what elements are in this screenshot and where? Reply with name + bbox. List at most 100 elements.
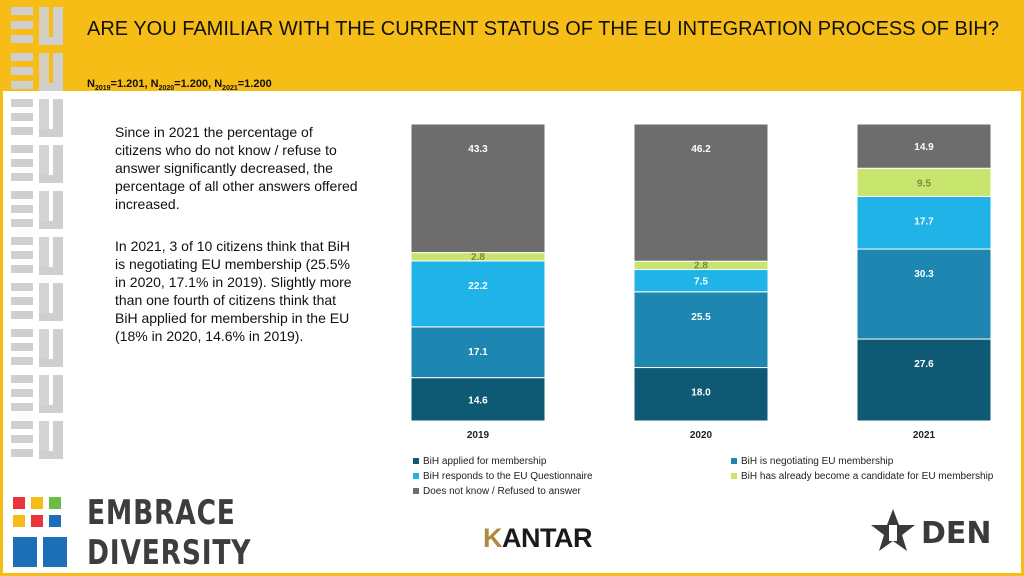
sidebar-pattern-block <box>39 451 63 459</box>
sidebar-pattern-block <box>11 219 33 227</box>
x-tick-label-2020: 2020 <box>690 430 713 441</box>
sidebar-pattern-block <box>39 37 63 45</box>
sidebar-pattern-block <box>53 99 63 135</box>
sidebar-pattern-block <box>11 343 33 351</box>
sidebar-pattern-block <box>11 53 33 61</box>
sidebar-pattern-block <box>39 191 49 227</box>
sidebar-pattern-block <box>53 53 63 89</box>
bar-segment-2020-series-4 <box>633 123 769 262</box>
logo-square-red <box>13 497 25 509</box>
sidebar-pattern-block <box>11 375 33 383</box>
data-label-2020-series-0: 18.0 <box>691 388 711 399</box>
sample-value-2021: =1.200 <box>237 78 272 90</box>
sidebar-pattern-block <box>11 173 33 181</box>
sidebar-pattern-block <box>53 421 63 457</box>
sidebar-pattern-block <box>39 267 63 275</box>
slide-title: ARE YOU FAMILIAR WITH THE CURRENT STATUS… <box>87 18 999 40</box>
data-label-2019-series-3: 2.8 <box>471 252 485 263</box>
sidebar-pattern-block <box>11 113 33 121</box>
logo-text-diversity: DIVERSITY <box>87 533 252 573</box>
legend-swatch-applied <box>413 458 419 465</box>
legend-label-candidate: BiH has already become a candidate for E… <box>741 471 994 482</box>
bar-segment-2021-series-0 <box>856 338 992 422</box>
bar-segment-2019-series-2 <box>410 260 546 328</box>
sample-separator: , <box>208 78 215 90</box>
data-label-2021-series-4: 14.9 <box>914 142 934 153</box>
sample-prefix-2019: N <box>87 78 95 90</box>
sidebar-pattern-block <box>11 435 33 443</box>
sidebar-pattern-block <box>11 99 33 107</box>
sidebar-pattern-block <box>11 205 33 213</box>
sidebar-pattern-block <box>11 67 33 75</box>
data-label-2020-series-3: 2.8 <box>694 260 708 271</box>
sample-value-2019: =1.201 <box>110 78 145 90</box>
kantar-logo-text: ANTAR <box>502 523 592 553</box>
sidebar-pattern-block <box>39 145 49 181</box>
bar-segment-2021-series-1 <box>856 248 992 340</box>
legend-swatch-questionnaire <box>413 473 419 480</box>
sidebar-pattern-block <box>11 357 33 365</box>
data-label-2019-series-4: 43.3 <box>468 144 488 155</box>
logo-square-green <box>49 497 61 509</box>
sample-value-2020: =1.200 <box>174 78 209 90</box>
sidebar-pattern-block <box>11 7 33 15</box>
legend-label-applied: BiH applied for membership <box>423 456 547 467</box>
sidebar-pattern-block <box>11 283 33 291</box>
data-label-2021-series-2: 17.7 <box>914 216 934 227</box>
sidebar-pattern-block <box>11 251 33 259</box>
sidebar-pattern-block <box>11 297 33 305</box>
bar-segment-2021-series-3 <box>856 167 992 197</box>
description-paragraph-2: In 2021, 3 of 10 citizens think that BiH… <box>115 238 352 344</box>
sidebar-pattern-block <box>53 145 63 181</box>
legend-item-candidate: BiH has already become a candidate for E… <box>731 470 993 484</box>
data-label-2020-series-4: 46.2 <box>691 144 711 155</box>
star-icon: DEN <box>871 509 992 551</box>
sidebar-pattern-block <box>39 405 63 413</box>
legend-label-questionnaire: BiH responds to the EU Questionnaire <box>423 471 593 482</box>
data-label-2021-series-0: 27.6 <box>914 359 934 370</box>
decorative-sidebar-pattern <box>3 3 75 503</box>
sample-prefix-2021: N <box>214 78 223 90</box>
description-paragraph-1: Since in 2021 the percentage of citizens… <box>115 124 358 212</box>
bar-segment-2020-series-0 <box>633 367 769 422</box>
bar-segment-2021-series-4 <box>856 123 992 169</box>
sample-size-note: N2019=1.201, N2020=1.200, N2021=1.200 <box>87 78 272 92</box>
sidebar-pattern-block <box>39 129 63 137</box>
sample-year-2020: 2020 <box>158 85 175 93</box>
header-bar: ARE YOU FAMILIAR WITH THE CURRENT STATUS… <box>3 3 1021 92</box>
bar-segment-2019-series-4 <box>410 123 546 254</box>
sidebar-pattern-block <box>39 221 63 229</box>
stacked-bar-chart: 14.6 17.1 22.2 2.8 43.3 2019 18.0 25.5 7.5 2.8 46.… <box>410 123 992 441</box>
sidebar-pattern-block <box>11 265 33 273</box>
sidebar-pattern-block <box>53 7 63 43</box>
logo-block-u <box>43 537 67 567</box>
sidebar-pattern-block <box>53 237 63 273</box>
bar-segment-2020-series-1 <box>633 291 769 369</box>
logo-block-e <box>13 537 37 567</box>
logo-square-blue <box>49 515 61 527</box>
sidebar-pattern-block <box>39 175 63 183</box>
sidebar-pattern-block <box>39 313 63 321</box>
legend-item-questionnaire: BiH responds to the EU Questionnaire <box>413 470 593 484</box>
sidebar-pattern-block <box>11 237 33 245</box>
legend-swatch-dont-know <box>413 488 419 495</box>
sample-prefix-2020: N <box>150 78 159 90</box>
x-tick-label-2021: 2021 <box>913 430 936 441</box>
data-label-2021-series-1: 30.3 <box>914 269 934 280</box>
data-label-2020-series-1: 25.5 <box>691 312 711 323</box>
sidebar-pattern-block <box>11 127 33 135</box>
sidebar-pattern-block <box>11 81 33 89</box>
sidebar-pattern-block <box>11 35 33 43</box>
sidebar-pattern-block <box>39 375 49 411</box>
logo-square-yellow <box>31 497 43 509</box>
legend-item-negotiating: BiH is negotiating EU membership <box>731 455 893 469</box>
sidebar-pattern-block <box>39 99 49 135</box>
data-label-2021-series-3: 9.5 <box>917 178 931 189</box>
bar-segment-2019-series-0 <box>410 377 546 422</box>
legend-item-applied: BiH applied for membership <box>413 455 546 469</box>
sidebar-pattern-block <box>53 191 63 227</box>
sidebar-pattern-block <box>39 359 63 367</box>
kantar-logo: KANTAR <box>483 523 592 554</box>
sidebar-pattern-block <box>39 83 63 91</box>
